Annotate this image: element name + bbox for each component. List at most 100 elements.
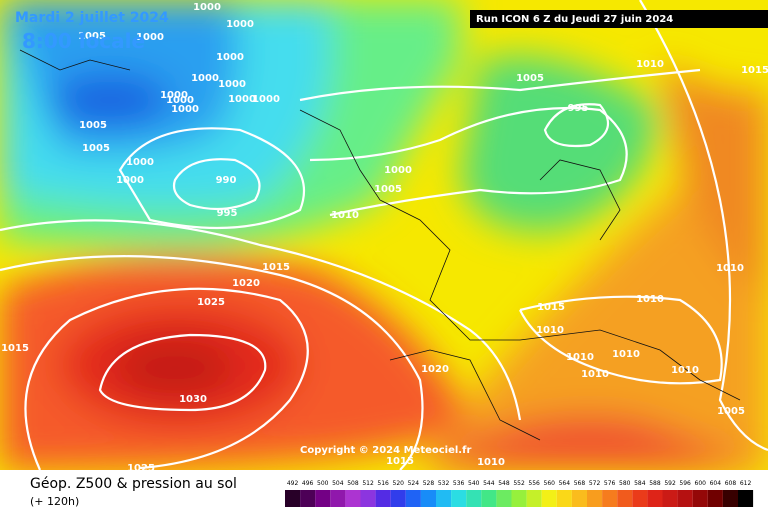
scale-label: 516	[377, 480, 389, 487]
isobar-label: 1010	[331, 210, 359, 221]
isobar-label: 1005	[78, 31, 106, 42]
run-label: Run ICON 6 Z du Jeudi 27 juin 2024	[476, 14, 673, 25]
isobar-line	[0, 219, 522, 421]
isobar-label: 1000	[160, 90, 188, 101]
scale-swatch	[330, 490, 346, 507]
scale-label: 588	[649, 480, 661, 487]
scale-swatch	[360, 490, 376, 507]
isobar-label: 1000	[171, 104, 199, 115]
coastline	[19, 49, 741, 441]
isobar-line	[118, 127, 305, 230]
scale-label: 524	[408, 480, 420, 487]
scale-swatch	[617, 490, 633, 507]
isobar-label: 1015	[537, 302, 565, 313]
isobar-label: 1010	[612, 349, 640, 360]
scale-swatch	[285, 490, 301, 507]
scale-swatch	[587, 490, 603, 507]
scale-label: 580	[619, 480, 631, 487]
scale-label: 512	[362, 480, 374, 487]
scale-swatch	[466, 490, 482, 507]
scale-swatch	[662, 490, 678, 507]
scale-swatch	[707, 490, 723, 507]
scale-label: 528	[423, 480, 435, 487]
scale-label: 556	[528, 480, 540, 487]
scale-swatch	[375, 490, 391, 507]
scale-swatch	[481, 490, 497, 507]
scale-swatch	[541, 490, 557, 507]
scale-swatch	[496, 490, 512, 507]
isobar-label: 1010	[477, 457, 505, 468]
copyright: Copyright © 2024 Meteociel.fr	[300, 445, 471, 456]
isobar-label: 1015	[1, 343, 29, 354]
scale-label: 552	[513, 480, 525, 487]
scale-label: 504	[332, 480, 344, 487]
scale-label: 544	[483, 480, 495, 487]
isobar-line	[172, 158, 261, 211]
isobar-line	[519, 295, 723, 385]
scale-label: 568	[574, 480, 586, 487]
scale-label: 576	[604, 480, 616, 487]
scale-swatch	[436, 490, 452, 507]
isobar-label: 1000	[166, 95, 194, 106]
scale-swatch	[571, 490, 587, 507]
scale-swatch	[345, 490, 361, 507]
scale-label: 496	[302, 480, 314, 487]
scale-swatch	[602, 490, 618, 507]
scale-label: 608	[725, 480, 737, 487]
scale-label: 500	[317, 480, 329, 487]
isobar-label: 1000	[226, 19, 254, 30]
isobar-line	[24, 287, 309, 470]
isobar-label: 1000	[193, 2, 221, 13]
isobar-line	[299, 68, 701, 102]
scale-label: 572	[589, 480, 601, 487]
isobar-label: 995	[568, 103, 589, 114]
isobar-label: 1000	[228, 94, 256, 105]
isobar-label: 1005	[516, 73, 544, 84]
scale-label: 604	[710, 480, 722, 487]
isobar-label: 1000	[136, 32, 164, 43]
scale-swatch	[526, 490, 542, 507]
isobar-label: 1015	[386, 456, 414, 467]
footer-subtitle: (+ 120h)	[30, 495, 79, 508]
isobar-label: 1000	[126, 157, 154, 168]
isobar-label: 1010	[566, 352, 594, 363]
scale-swatch	[692, 490, 708, 507]
isobar-label: 1000	[191, 73, 219, 84]
scale-swatch	[511, 490, 527, 507]
scale-label: 564	[559, 480, 571, 487]
isobar-line	[98, 333, 267, 412]
isobar-line	[309, 106, 628, 217]
scale-swatch	[677, 490, 693, 507]
scale-label: 532	[438, 480, 450, 487]
scale-label: 492	[287, 480, 299, 487]
isobar-line	[0, 255, 424, 470]
isobar-label: 1005	[79, 120, 107, 131]
time-label: 8:00 locale	[22, 29, 145, 53]
isobar-label: 1010	[636, 294, 664, 305]
isobar-label: 1000	[216, 52, 244, 63]
isobar-label: 1000	[116, 175, 144, 186]
isobar-label: 1025	[127, 463, 155, 474]
scale-swatch	[420, 490, 436, 507]
isobar-label: 1005	[82, 143, 110, 154]
isobar-label: 1015	[262, 262, 290, 273]
isobar-label: 1000	[384, 165, 412, 176]
isobar-label: 1020	[232, 278, 260, 289]
scale-label: 592	[664, 480, 676, 487]
scale-label: 520	[393, 480, 405, 487]
isobar-label: 1005	[717, 406, 745, 417]
scale-swatch	[647, 490, 663, 507]
scale-swatch	[405, 490, 421, 507]
scale-swatch	[451, 490, 467, 507]
isobar-label: 1010	[536, 325, 564, 336]
isobar-label: 1000	[252, 94, 280, 105]
isobar-line	[543, 103, 610, 148]
isobar-label: 1005	[374, 184, 402, 195]
scale-swatch	[300, 490, 316, 507]
isobar-label: 1000	[218, 79, 246, 90]
date-label: Mardi 2 juillet 2024	[15, 10, 169, 26]
isobar-label: 1010	[671, 365, 699, 376]
isobar-label: 1015	[741, 65, 768, 76]
isobar-label: 1010	[581, 369, 609, 380]
isobar-label: 995	[217, 208, 238, 219]
